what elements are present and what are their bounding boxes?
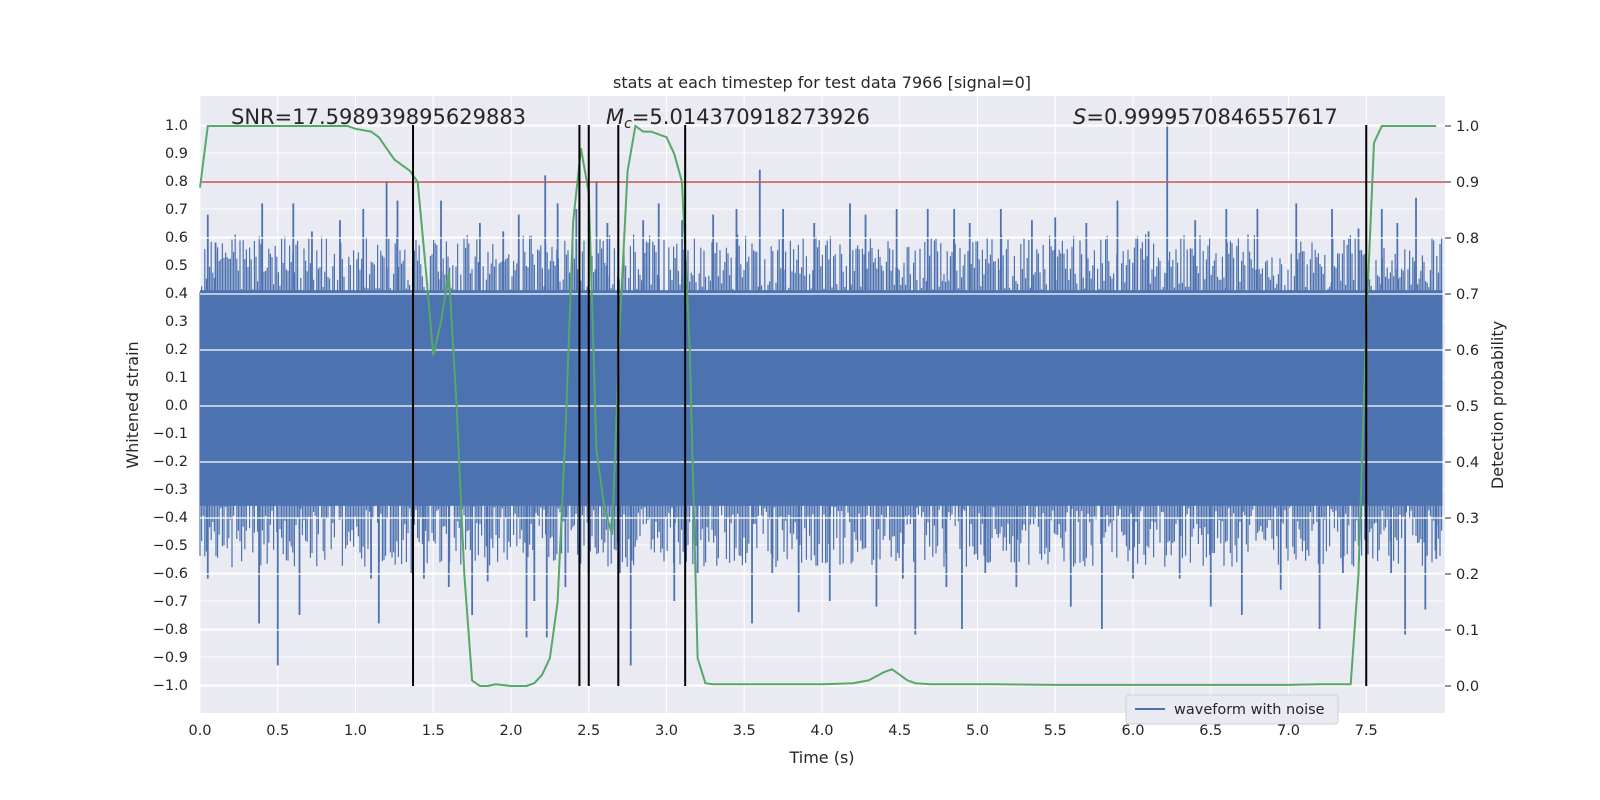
y2-tick-label: 0.2: [1456, 567, 1479, 583]
legend-label: waveform with noise: [1174, 702, 1325, 718]
x-tick-label: 0.0: [188, 723, 211, 739]
waveform-noise: [199, 234, 1443, 568]
snr-annotation: SNR=17.598939895629883: [231, 105, 526, 129]
x-tick-label: 5.0: [966, 723, 989, 739]
y2-tick-label: 0.9: [1456, 175, 1479, 191]
x-tick-label: 6.0: [1121, 723, 1144, 739]
y2-tick-label: 0.4: [1456, 455, 1479, 471]
y-tick-label: −0.3: [153, 482, 188, 498]
x-axis-label: Time (s): [788, 748, 854, 767]
y-tick-label: 0.4: [165, 286, 188, 302]
y-tick-labels: 1.0 0.9 0.8 0.7 0.6 0.5 0.4 0.3 0.2 0.1 0.0 −0.1 −0.…: [153, 118, 188, 694]
score-symbol: S: [1073, 105, 1086, 129]
y-axis-label: Whitened strain: [123, 341, 142, 468]
score-value: =0.9999570846557617: [1086, 105, 1337, 129]
probability-line: [199, 124, 1437, 687]
y-tick-label: −0.1: [153, 426, 188, 442]
x-tick-label: 6.5: [1199, 723, 1222, 739]
y2-axis-label: Detection probability: [1488, 321, 1507, 489]
y-tick-label: −0.7: [153, 594, 188, 610]
x-tick-label: 7.0: [1277, 723, 1300, 739]
y-tick-label: 0.3: [165, 314, 188, 330]
x-tick-labels: 0.0 0.5 1.0 1.5 2.0 2.5 3.0 3.5 4.0 4.5 5.0 5.5 6.0 6…: [188, 723, 1377, 739]
x-tick-label: 3.0: [655, 723, 678, 739]
waveform-series: [199, 125, 1443, 666]
y2-tick-labels: 1.0 0.9 0.8 0.7 0.6 0.5 0.4 0.3 0.2 0.1 0.0: [1445, 119, 1479, 695]
chart-title: stats at each timestep for test data 796…: [613, 73, 1031, 92]
x-tick-label: 1.0: [344, 723, 367, 739]
y2-tick-label: 0.8: [1456, 231, 1479, 247]
x-tick-label: 5.5: [1044, 723, 1067, 739]
x-tick-label: 4.0: [810, 723, 833, 739]
y2-tick-label: 0.6: [1456, 343, 1479, 359]
legend-box: [1125, 694, 1339, 725]
y-tick-label: 0.6: [165, 230, 188, 246]
chirp-mass-value: =5.014370918273926: [632, 105, 870, 129]
right-axis-grid: [200, 125, 1445, 687]
y-tick-label: −0.4: [153, 510, 188, 526]
x-tick-label: 0.5: [266, 723, 289, 739]
legend: waveform with noise: [1125, 694, 1339, 725]
y-tick-label: −1.0: [153, 678, 188, 694]
score-annotation: S=0.9999570846557617: [1073, 105, 1338, 129]
y-tick-label: −0.8: [153, 622, 188, 638]
chirp-mass-subscript: c: [624, 116, 632, 132]
chirp-mass-symbol: M: [606, 105, 624, 129]
chirp-mass-annotation: Mc=5.014370918273926: [606, 105, 870, 132]
y2-tick-label: 0.5: [1456, 399, 1479, 415]
y-tick-label: −0.6: [153, 566, 188, 582]
probability-series: [199, 124, 1437, 687]
y-tick-label: 0.0: [165, 398, 188, 414]
x-tick-label: 2.5: [577, 723, 600, 739]
y2-tick-label: 0.7: [1456, 287, 1479, 303]
y-tick-label: 0.2: [165, 342, 188, 358]
y2-tick-label: 0.3: [1456, 511, 1479, 527]
y-tick-label: 0.7: [165, 202, 188, 218]
y2-tick-label: 1.0: [1456, 119, 1479, 135]
y-tick-label: 0.1: [165, 370, 188, 386]
y2-tick-label: 0.0: [1456, 679, 1479, 695]
event-markers: [412, 125, 1368, 686]
y-tick-label: −0.9: [153, 650, 188, 666]
y-tick-label: −0.5: [153, 538, 188, 554]
y2-tick-label: 0.1: [1456, 623, 1479, 639]
y-tick-label: −0.2: [153, 454, 188, 470]
y-tick-label: 0.8: [165, 174, 188, 190]
x-tick-label: 4.5: [888, 723, 911, 739]
y-tick-label: 0.9: [165, 146, 188, 162]
x-tick-label: 7.5: [1355, 723, 1378, 739]
x-tick-label: 1.5: [422, 723, 445, 739]
y-tick-label: 0.5: [165, 258, 188, 274]
x-tick-label: 3.5: [733, 723, 756, 739]
x-tick-label: 2.0: [499, 723, 522, 739]
y-tick-label: 1.0: [165, 118, 188, 134]
